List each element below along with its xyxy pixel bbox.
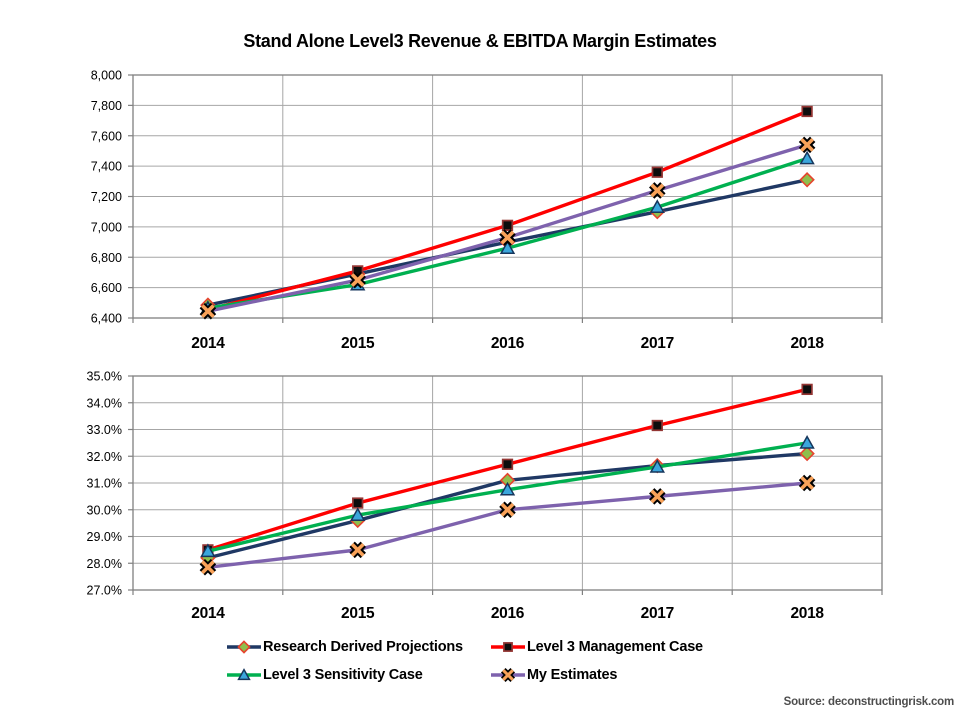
page-title: Stand Alone Level3 Revenue & EBITDA Marg… [243,31,717,51]
svg-text:34.0%: 34.0% [87,396,122,410]
legend-label: Level 3 Management Case [527,639,703,655]
svg-text:6,400: 6,400 [91,312,122,326]
charts-canvas: 8,000 7,800 7,600 7,400 7,200 7,000 6,800 6,600… [87,69,883,622]
svg-text:32.0%: 32.0% [87,450,122,464]
svg-text:31.0%: 31.0% [87,477,122,491]
legend-marker-diamond-icon [227,640,261,654]
legend-marker-triangle-icon [227,668,261,681]
svg-text:27.0%: 27.0% [87,584,122,598]
ebitda-margin-estimates-chart: 35.0% 34.0% 33.0% 32.0% 31.0% 30.0% 29.0% 28.0%… [87,370,883,622]
svg-text:7,000: 7,000 [91,220,122,234]
svg-text:2015: 2015 [341,335,375,352]
svg-text:2016: 2016 [491,605,525,622]
series-level-3-sensitivity-case [200,435,815,558]
legend-item-research-derived-projections: Research Derived Projections [226,637,490,657]
svg-text:2018: 2018 [790,335,824,352]
svg-text:30.0%: 30.0% [87,503,122,517]
svg-text:2018: 2018 [790,605,824,622]
series-my-estimates [199,136,816,320]
legend-label: My Estimates [527,667,618,683]
svg-text:2014: 2014 [191,605,225,622]
revenue-estimates-chart: 8,000 7,800 7,600 7,400 7,200 7,000 6,800 6,600… [91,69,883,352]
svg-text:7,400: 7,400 [91,160,122,174]
svg-text:29.0%: 29.0% [87,530,122,544]
legend-item-my-estimates: My Estimates [490,665,703,685]
legend-item-level3-sensitivity-case: Level 3 Sensitivity Case [226,665,490,685]
svg-text:35.0%: 35.0% [87,370,122,384]
series-my-estimates [199,474,816,576]
svg-text:7,600: 7,600 [91,129,122,143]
legend-label: Research Derived Projections [263,639,463,655]
legend-marker-square-icon [491,642,525,652]
legend-label: Level 3 Sensitivity Case [263,667,423,683]
svg-text:2017: 2017 [641,605,674,622]
svg-text:33.0%: 33.0% [87,423,122,437]
svg-text:2016: 2016 [491,335,525,352]
svg-text:8,000: 8,000 [91,69,122,83]
svg-text:7,800: 7,800 [91,99,122,113]
svg-text:7,200: 7,200 [91,190,122,204]
legend: Research Derived Projections Level 3 Man… [226,637,703,685]
svg-text:28.0%: 28.0% [87,557,122,571]
legend-item-level3-management-case: Level 3 Management Case [490,637,703,657]
series-level-3-management-case [202,105,813,316]
svg-text:2017: 2017 [641,335,674,352]
source-note: Source: deconstructingrisk.com [783,696,955,708]
legend-marker-x-icon [491,667,525,683]
svg-text:6,800: 6,800 [91,251,122,265]
svg-text:2014: 2014 [191,335,225,352]
svg-text:6,600: 6,600 [91,281,122,295]
svg-text:2015: 2015 [341,605,375,622]
